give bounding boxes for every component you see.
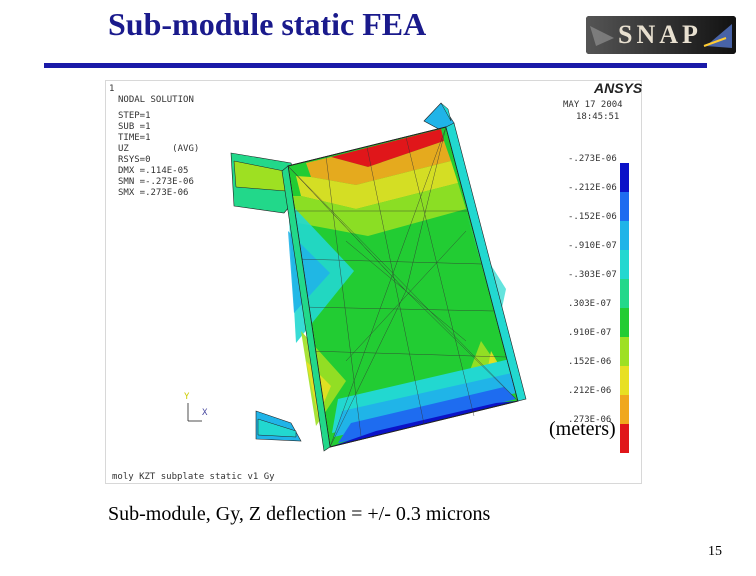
info-line: SMN =-.273E-06: [118, 177, 194, 187]
legend-swatch: [620, 221, 629, 250]
fea-model: [230, 102, 527, 452]
legend-label: .212E-06: [568, 386, 611, 396]
info-line: UZ (AVG): [118, 144, 199, 154]
legend-swatch: [620, 279, 629, 308]
info-line: SUB =1: [118, 122, 151, 132]
info-line: STEP=1: [118, 111, 151, 121]
axis-y-label: Y: [184, 392, 190, 402]
legend-label: .910E-07: [568, 328, 611, 338]
legend-swatch: [620, 192, 629, 221]
legend-swatch: [620, 424, 629, 453]
legend-swatch: [620, 250, 629, 279]
legend-swatch: [620, 366, 629, 395]
legend-swatch: [620, 395, 629, 424]
info-line: RSYS=0: [118, 155, 151, 165]
legend-swatch: [620, 337, 629, 366]
slide-caption: Sub-module, Gy, Z deflection = +/- 0.3 m…: [108, 503, 491, 525]
legend-label: .273E-06: [568, 415, 611, 425]
legend-label: -.212E-06: [568, 183, 617, 193]
legend-label: .152E-06: [568, 357, 611, 367]
info-line: TIME=1: [118, 133, 151, 143]
fea-plot: 1 NODAL SOLUTION STEP=1 SUB =1 TIME=1 UZ…: [105, 80, 643, 484]
units-label: (meters): [549, 418, 616, 440]
ansys-brand: ANSYS: [593, 81, 643, 96]
logo-graphic: [586, 16, 736, 54]
legend-label: -.152E-06: [568, 212, 617, 222]
slide-title: Sub-module static FEA: [108, 6, 427, 42]
snap-logo: SNAP: [586, 16, 736, 54]
info-line: SMX =.273E-06: [118, 188, 188, 198]
window-number: 1: [109, 84, 114, 94]
title-rule: [44, 63, 707, 68]
page-number: 15: [708, 544, 722, 559]
axis-triad: Y X: [184, 392, 208, 422]
legend-label: -.910E-07: [568, 241, 617, 251]
axis-x-label: X: [202, 408, 208, 418]
legend-label: .303E-07: [568, 299, 611, 309]
plot-time: 18:45:51: [576, 112, 619, 122]
legend-label: -.273E-06: [568, 154, 617, 164]
plot-date: MAY 17 2004: [563, 100, 623, 110]
contour-legend: -.273E-06 -.212E-06 -.152E-06 -.910E-07 …: [568, 154, 629, 453]
logo-text: SNAP: [618, 20, 702, 49]
legend-swatch: [620, 163, 629, 192]
solution-info: NODAL SOLUTION STEP=1 SUB =1 TIME=1 UZ (…: [118, 95, 199, 198]
fea-plot-canvas: 1 NODAL SOLUTION STEP=1 SUB =1 TIME=1 UZ…: [109, 80, 643, 482]
info-line: DMX =.114E-05: [118, 166, 188, 176]
model-title: moly KZT subplate static v1 Gy: [112, 472, 275, 482]
info-line: NODAL SOLUTION: [118, 95, 194, 105]
legend-label: -.303E-07: [568, 270, 617, 280]
legend-swatch: [620, 308, 629, 337]
